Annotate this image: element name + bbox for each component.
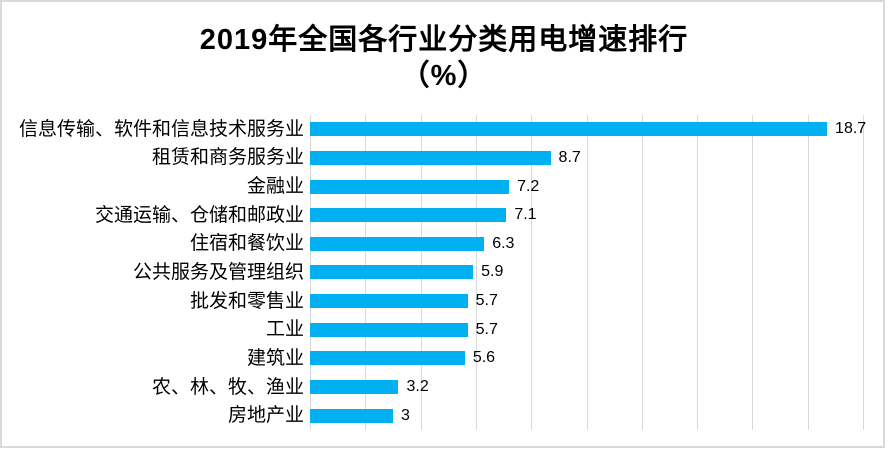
category-label: 房地产业 — [227, 405, 304, 427]
value-label: 5.7 — [475, 320, 498, 338]
chart-row: 金融业 7.2 — [0, 172, 888, 201]
chart-row: 建筑业 5.6 — [0, 344, 888, 373]
gridline — [475, 115, 477, 430]
chart-row: 农、林、牧、渔业 3.2 — [0, 373, 888, 402]
value-label: 18.7 — [835, 120, 867, 138]
gridline — [697, 115, 699, 430]
bar — [310, 265, 474, 280]
gridline — [531, 115, 533, 430]
bar — [310, 408, 393, 423]
category-label: 批发和零售业 — [189, 290, 304, 312]
gridline — [586, 115, 588, 430]
chart-row: 交通运输、仓储和邮政业 7.1 — [0, 201, 888, 230]
chart-row: 公共服务及管理组织 5.9 — [0, 258, 888, 287]
value-label: 5.9 — [481, 263, 504, 281]
chart-title: 2019年全国各行业分类用电增速排行 — [199, 24, 689, 56]
category-label: 住宿和餐饮业 — [189, 233, 304, 255]
gridline — [752, 115, 754, 430]
value-label: 7.2 — [517, 177, 540, 195]
bar — [310, 150, 551, 165]
value-label: 7.1 — [514, 206, 537, 224]
category-label: 金融业 — [246, 176, 304, 198]
gridline — [807, 115, 809, 430]
value-label: 3.2 — [406, 378, 429, 396]
value-label: 6.3 — [492, 234, 515, 252]
value-label: 8.7 — [558, 148, 581, 166]
chart-title-unit: （%） — [400, 60, 488, 92]
bar — [310, 122, 828, 137]
category-label: 交通运输、仓储和邮政业 — [94, 204, 304, 226]
bar — [310, 322, 468, 337]
chart-row: 住宿和餐饮业 6.3 — [0, 230, 888, 259]
value-label: 5.6 — [472, 349, 496, 367]
chart-row: 信息传输、软件和信息技术服务业 18.7 — [0, 115, 888, 144]
bar — [310, 380, 399, 395]
category-label: 建筑业 — [246, 347, 304, 369]
category-label: 农、林、牧、渔业 — [151, 376, 304, 398]
chart-row: 批发和零售业 5.7 — [0, 287, 888, 316]
category-label: 租赁和商务服务业 — [151, 147, 304, 169]
category-label: 工业 — [265, 319, 304, 341]
bar — [310, 351, 465, 366]
category-label: 信息传输、软件和信息技术服务业 — [18, 118, 304, 140]
bar — [310, 236, 485, 251]
bar — [310, 208, 507, 223]
gridline — [641, 115, 643, 430]
category-label: 公共服务及管理组织 — [132, 261, 304, 283]
gridline — [863, 115, 864, 430]
bar — [310, 294, 468, 309]
chart-row: 工业 5.7 — [0, 315, 888, 344]
bar — [310, 179, 510, 194]
chart-row: 房地产业 3 — [0, 401, 888, 430]
value-label: 5.7 — [475, 292, 498, 310]
chart-row: 租赁和商务服务业 8.7 — [0, 144, 888, 173]
value-label: 3 — [400, 406, 410, 424]
